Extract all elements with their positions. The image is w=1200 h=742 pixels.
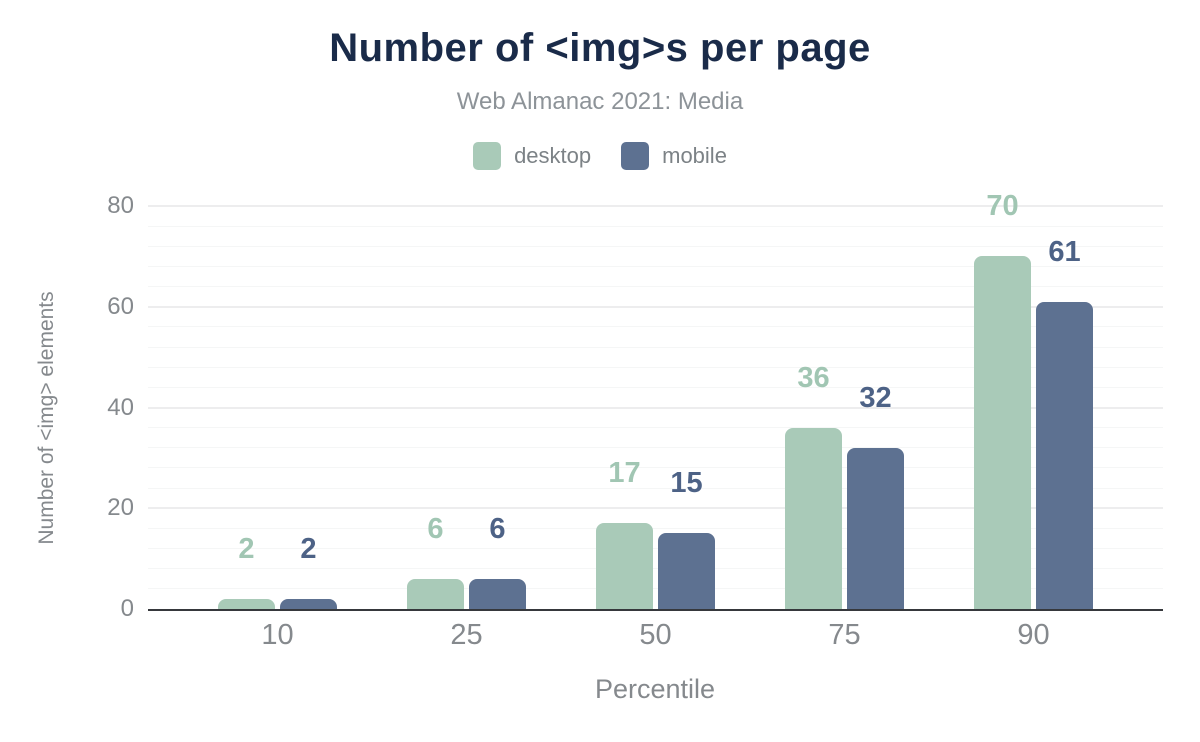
x-tick-label: 10 (261, 619, 294, 651)
bar-desktop-p10[interactable] (218, 598, 275, 609)
gridline-minor (148, 346, 1163, 348)
gridline-minor (148, 548, 1163, 550)
legend-swatch-icon (621, 142, 650, 170)
y-tick-label: 0 (120, 595, 134, 622)
bar-value-label: 70 (986, 190, 1019, 223)
x-axis-line (148, 608, 1163, 611)
bar-mobile-p75[interactable] (847, 447, 904, 609)
gridline-minor (148, 326, 1163, 328)
gridline-minor (148, 427, 1163, 429)
bar-value-label: 15 (670, 467, 703, 500)
gridline-minor (148, 225, 1163, 227)
legend: desktop mobile (0, 142, 1200, 170)
gridline-major (148, 507, 1163, 510)
bar-value-label: 6 (489, 512, 506, 545)
x-tick-label: 90 (1017, 619, 1050, 651)
bar-value-label: 2 (238, 532, 255, 565)
gridline-minor (148, 588, 1163, 590)
gridline-minor (148, 265, 1163, 267)
x-tick-label: 25 (450, 619, 483, 651)
bar-value-label: 2 (300, 532, 317, 565)
bar-desktop-p75[interactable] (785, 427, 842, 609)
legend-label: desktop (514, 143, 592, 168)
y-tick-label: 40 (107, 393, 134, 421)
gridline-minor (148, 568, 1163, 570)
bar-mobile-p10[interactable] (280, 598, 337, 609)
chart-subtitle: Web Almanac 2021: Media (456, 88, 744, 115)
bar-desktop-p50[interactable] (596, 523, 653, 609)
y-tick-label: 80 (107, 192, 134, 219)
bar-mobile-p25[interactable] (469, 578, 526, 609)
gridline-major (148, 205, 1163, 207)
y-tick-label: 60 (107, 292, 134, 320)
gridline-minor (148, 527, 1163, 529)
gridline-minor (148, 487, 1163, 489)
gridline-minor (148, 286, 1163, 288)
gridline-minor (148, 447, 1163, 449)
bar-mobile-p90[interactable] (1036, 301, 1093, 609)
chart-title: Number of <img>s per page (329, 26, 871, 70)
gridline-minor (148, 245, 1163, 247)
x-tick-label: 75 (828, 619, 861, 651)
gridline-major (148, 305, 1163, 308)
bar-desktop-p90[interactable] (974, 256, 1031, 609)
x-tick-label: 50 (639, 619, 672, 651)
bar-value-label: 36 (797, 361, 830, 394)
legend-item-desktop[interactable]: desktop (473, 142, 591, 170)
bar-value-label: 32 (859, 381, 892, 414)
bar-value-label: 17 (608, 457, 641, 490)
bar-mobile-p50[interactable] (658, 533, 715, 609)
gridline-minor (148, 386, 1163, 388)
x-axis-title: Percentile (594, 674, 716, 704)
legend-label: mobile (662, 143, 727, 168)
gridline-major (148, 406, 1163, 409)
bar-desktop-p25[interactable] (407, 578, 464, 609)
bar-value-label: 6 (427, 512, 444, 545)
legend-swatch-icon (473, 142, 502, 170)
plot-area: 2 6 17 36 70 2 6 15 32 61 (148, 0, 1163, 609)
legend-item-mobile[interactable]: mobile (621, 142, 727, 170)
y-tick-label: 20 (107, 494, 134, 522)
bar-value-label: 61 (1048, 235, 1081, 268)
gridline-minor (148, 366, 1163, 368)
gridline-minor (148, 467, 1163, 469)
